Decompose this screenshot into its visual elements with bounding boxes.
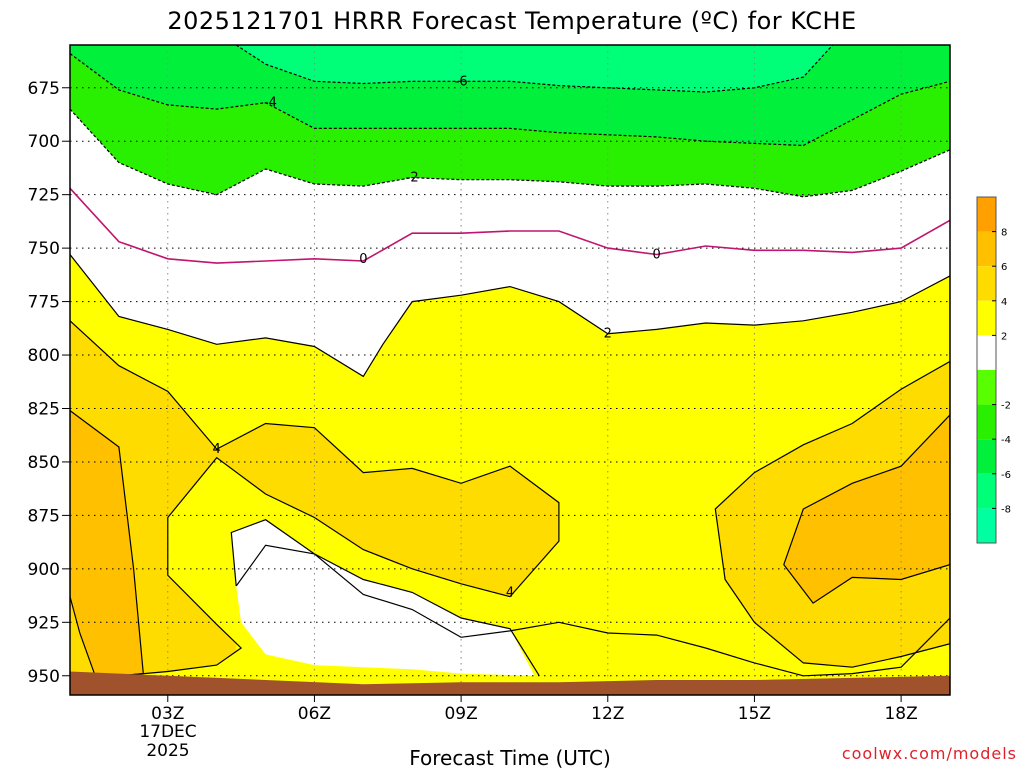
contour-label: 4 bbox=[213, 442, 221, 457]
ground-surface bbox=[70, 671, 950, 695]
contour-label: 0 bbox=[653, 248, 661, 263]
contour-line-inner-6 bbox=[783, 414, 950, 604]
colorbar-segment bbox=[977, 439, 996, 474]
band-fill-3 bbox=[70, 109, 950, 264]
colorbar-tick-label: 4 bbox=[1001, 297, 1007, 308]
contour-line--6 bbox=[235, 45, 834, 93]
band-fill-1 bbox=[70, 45, 950, 146]
contour-labels: -6 -4 -2 0 0 2 4 4 bbox=[213, 74, 661, 600]
colorbar: -8 -6 -4 -2 2 4 6 8 bbox=[976, 196, 1011, 544]
contour-label: 0 bbox=[359, 252, 367, 267]
x-tick-label: 03Z bbox=[151, 704, 184, 724]
contour-label: 2 bbox=[604, 327, 612, 342]
x-tick-label: 18Z bbox=[884, 704, 917, 724]
y-tick-label: 875 bbox=[28, 506, 60, 526]
colorbar-segment bbox=[977, 473, 996, 509]
inner-fill-4 bbox=[783, 414, 950, 604]
band-fill-2 bbox=[70, 53, 950, 197]
colorbar-tick-label: -2 bbox=[1001, 401, 1011, 412]
contour-line-inner-4 bbox=[70, 320, 560, 677]
gridlines bbox=[70, 45, 950, 695]
chart-title: 2025121701 HRRR Forecast Temperature (ºC… bbox=[167, 7, 856, 35]
x-axis-label: Forecast Time (UTC) bbox=[409, 746, 611, 768]
y-tick-label: 925 bbox=[28, 613, 60, 633]
credit-text: coolwx.com/models bbox=[842, 744, 1017, 763]
y-tick-label: 700 bbox=[28, 132, 60, 152]
temperature-fills bbox=[70, 45, 950, 695]
contour-label: -6 bbox=[455, 74, 468, 89]
contour-line--4 bbox=[70, 53, 950, 147]
inner-fill-2 bbox=[70, 410, 144, 676]
y-tick-label: 750 bbox=[28, 239, 60, 259]
colorbar-tick-label: 8 bbox=[1001, 228, 1007, 239]
inner-fill-0 bbox=[70, 320, 559, 676]
x-tick-label: 06Z bbox=[298, 704, 331, 724]
band-fill-minus6 bbox=[236, 45, 833, 92]
colorbar-tick-label: -4 bbox=[1001, 435, 1011, 446]
date-label-year: 2025 bbox=[146, 741, 189, 761]
plot-area bbox=[70, 45, 950, 695]
colorbar-tick-label: -6 bbox=[1001, 470, 1011, 481]
contour-lines bbox=[70, 45, 950, 677]
y-tick-label: 900 bbox=[28, 560, 60, 580]
colorbar-segment bbox=[977, 231, 996, 267]
y-tick-label: 775 bbox=[28, 293, 60, 313]
contour-line--2 bbox=[70, 108, 950, 198]
x-tick-label: 15Z bbox=[738, 704, 771, 724]
colorbar-tick-label: 2 bbox=[1001, 331, 1007, 342]
colorbar-segment bbox=[977, 197, 996, 232]
contour-line-2 bbox=[70, 254, 950, 378]
y-tick-label: 950 bbox=[28, 667, 60, 687]
y-tick-label: 850 bbox=[28, 453, 60, 473]
colorbar-segment bbox=[977, 266, 996, 301]
y-tick-label: 825 bbox=[28, 399, 60, 419]
y-tick-label: 800 bbox=[28, 346, 60, 366]
colorbar-segment bbox=[977, 300, 996, 336]
contour-label: -4 bbox=[264, 96, 277, 111]
y-axis: 675 700 725 750 775 800 825 850 875 900 925 950 bbox=[28, 79, 70, 687]
date-label-day: 17DEC bbox=[139, 722, 196, 742]
y-tick-label: 675 bbox=[28, 79, 60, 99]
plot-frame bbox=[69, 44, 951, 696]
colorbar-tick-label: 6 bbox=[1001, 262, 1007, 273]
contour-line-0 bbox=[70, 187, 950, 264]
contour-label: -2 bbox=[406, 171, 419, 186]
colorbar-segment bbox=[977, 404, 996, 440]
colorbar-frame bbox=[976, 196, 997, 544]
colorbar-segment bbox=[977, 370, 996, 405]
y-tick-label: 725 bbox=[28, 186, 60, 206]
contour-line-pocket bbox=[230, 519, 540, 677]
colorbar-segment bbox=[977, 508, 996, 543]
colorbar-segment bbox=[977, 335, 996, 370]
contour-line-inner-4 bbox=[235, 544, 950, 677]
x-tick-label: 09Z bbox=[444, 704, 477, 724]
white-pocket-fill bbox=[231, 519, 535, 676]
x-tick-label: 12Z bbox=[591, 704, 624, 724]
x-axis: 03Z 06Z 09Z 12Z 15Z 18Z bbox=[151, 695, 918, 724]
band-fill-4 bbox=[70, 188, 950, 377]
contour-line-inner-4 bbox=[714, 360, 950, 668]
contour-label: 4 bbox=[506, 585, 514, 600]
colorbar-tick-label: -8 bbox=[1001, 504, 1011, 515]
